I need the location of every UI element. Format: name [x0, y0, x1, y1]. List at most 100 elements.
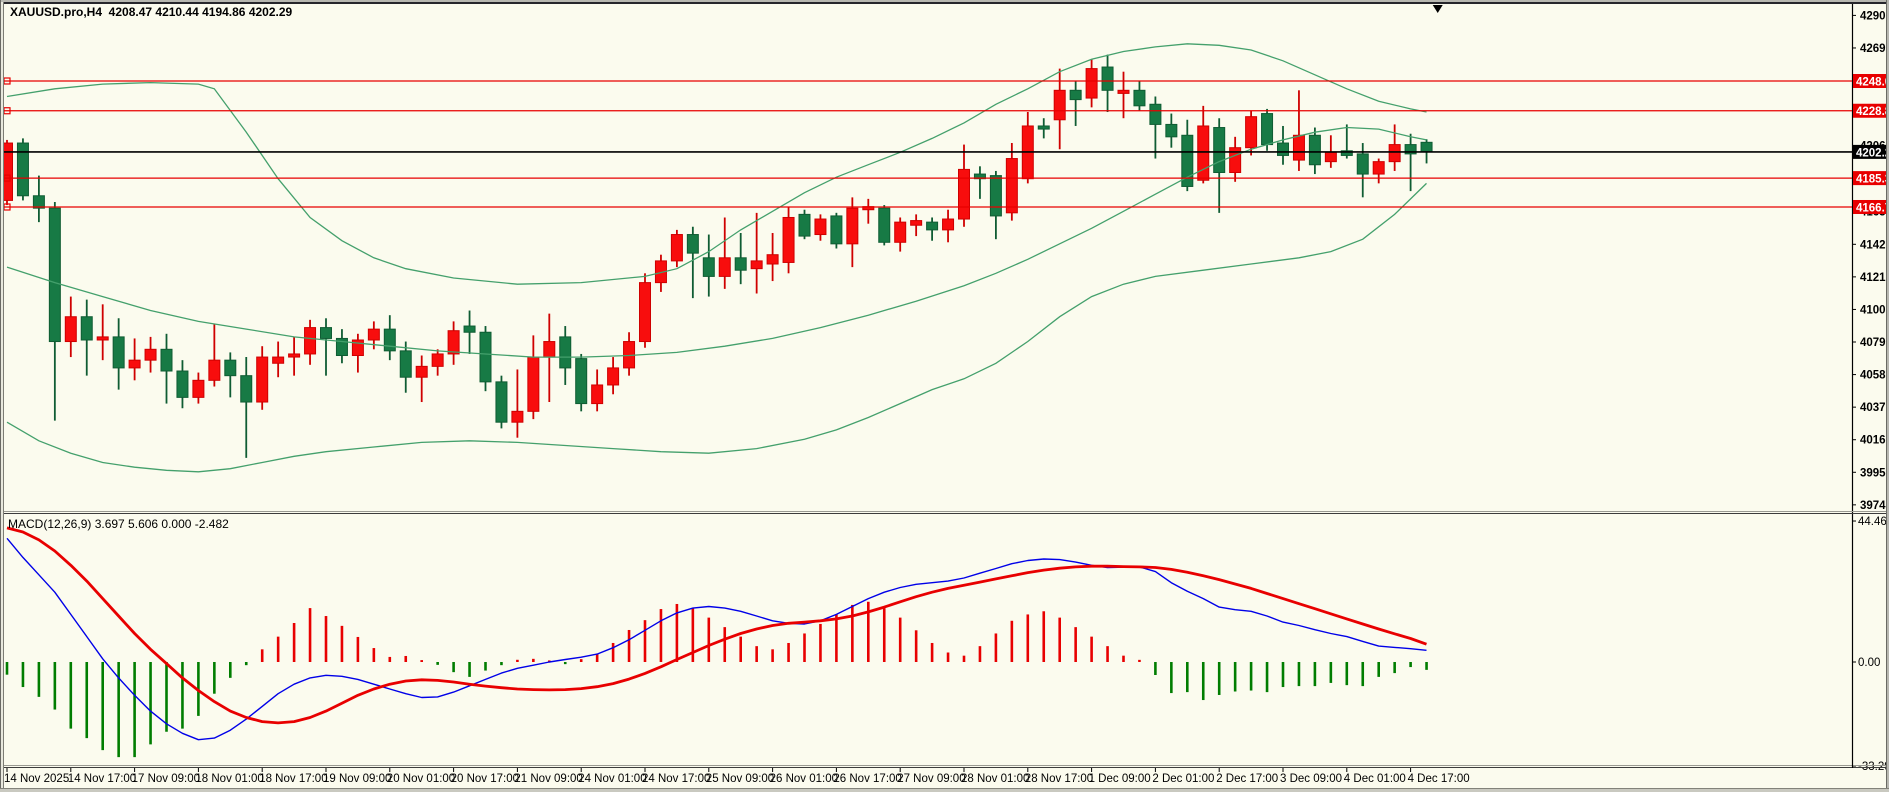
candle-body — [1069, 89, 1082, 101]
candle-body — [495, 381, 508, 423]
line-anchor-handle[interactable] — [3, 77, 11, 85]
axis-label: 28 Nov 17:00 — [1025, 773, 1093, 785]
candle-body — [830, 215, 843, 245]
chart-shift-marker-icon[interactable] — [1432, 5, 1443, 13]
axis-label: 4058.70 — [1860, 370, 1889, 382]
candle-body — [272, 356, 285, 364]
candle-body — [1213, 127, 1226, 174]
candle-body — [1133, 89, 1146, 107]
axis-label: 4248.00 — [1856, 77, 1889, 89]
candle-body — [1356, 153, 1369, 175]
candle-body — [958, 168, 970, 220]
level-line-4185.38[interactable]: 4185.38 — [3, 171, 1889, 186]
macd-signal-line-path — [6, 526, 1427, 725]
level-price-label-bg — [1853, 171, 1887, 186]
candle-body — [1261, 113, 1274, 146]
candle-body — [639, 282, 651, 343]
axis-label: 4100.70 — [1860, 304, 1889, 316]
candle-body — [32, 195, 45, 209]
bollinger-upper-band — [6, 43, 1427, 285]
axis-label: 0.00 — [1858, 657, 1880, 669]
candle-body — [814, 218, 827, 236]
candle-body — [926, 221, 939, 231]
line-anchor-handle[interactable] — [3, 203, 11, 211]
candle-body — [543, 341, 556, 358]
axis-label: 19 Nov 09:00 — [323, 773, 391, 785]
candle-body — [575, 358, 588, 405]
line-anchor-handle[interactable] — [3, 174, 11, 182]
axis-label: 3995.70 — [1860, 467, 1889, 479]
axis-label: 26 Nov 01:00 — [770, 773, 838, 785]
axis-label: 4166.76 — [1856, 202, 1889, 214]
macd-main-line — [6, 537, 1427, 741]
window-left-border — [0, 0, 1, 792]
candle-body — [1340, 150, 1353, 156]
macd-main-line-path — [6, 537, 1427, 741]
axis-label: 21 Nov 09:00 — [514, 773, 582, 785]
chart-symbol-title: XAUUSD.pro,H4 4208.47 4210.44 4194.86 42… — [10, 5, 292, 19]
candle-body — [1005, 158, 1018, 214]
candle-body — [718, 257, 731, 277]
candlestick-series — [3, 54, 1433, 458]
axis-label: 1 Dec 09:00 — [1089, 773, 1151, 785]
candle-body — [96, 336, 109, 341]
candle-body — [304, 327, 317, 355]
candle-body — [1165, 123, 1178, 138]
candle-body — [527, 356, 540, 412]
pane-divider[interactable] — [3, 511, 1886, 514]
candle-body — [782, 216, 795, 263]
candle-body — [3, 142, 13, 201]
candle-body — [559, 336, 572, 369]
candle-body — [367, 328, 380, 341]
candle-body — [1292, 134, 1305, 161]
bollinger-middle-band — [6, 126, 1427, 358]
axis-label: 4142.70 — [1860, 239, 1889, 251]
candle-body — [144, 348, 157, 361]
candle-body — [878, 207, 891, 243]
candle-body — [224, 359, 237, 377]
candle-body — [1388, 144, 1401, 163]
candle-body — [1101, 66, 1114, 91]
bollinger-lower-band — [6, 182, 1427, 473]
axis-label: 4 Dec 01:00 — [1344, 773, 1406, 785]
line-anchor-handle[interactable] — [3, 107, 11, 115]
candle-body — [415, 365, 428, 378]
level-line-4228.82[interactable]: 4228.82 — [3, 103, 1889, 119]
candle-body — [208, 359, 221, 381]
level-price-label-bg — [1853, 103, 1887, 118]
level-line-4166.76[interactable]: 4166.76 — [3, 199, 1889, 215]
axis-label: 24 Nov 01:00 — [578, 773, 646, 785]
candle-body — [240, 375, 253, 403]
axis-label: 44.466 — [1858, 516, 1889, 528]
axis-label: 4228.82 — [1856, 106, 1889, 118]
axis-label: 4079.70 — [1860, 337, 1889, 349]
candle-body — [399, 350, 412, 378]
axis-label: 14 Nov 2025 — [4, 773, 69, 785]
candle-body — [192, 379, 205, 398]
candle-body — [989, 175, 1002, 217]
level-price-label-bg — [1853, 199, 1887, 214]
candle-body — [16, 142, 29, 197]
candle-body — [1277, 142, 1289, 156]
level-price-label-bg — [1853, 74, 1887, 88]
candle-body — [1229, 147, 1242, 174]
candle-body — [607, 367, 620, 386]
candle-body — [48, 207, 61, 343]
level-line-4248.00[interactable]: 4248.00 — [3, 74, 1889, 89]
candle-body — [176, 370, 189, 398]
candle-body — [798, 213, 811, 237]
candle-body — [670, 234, 683, 262]
candle-body — [160, 348, 173, 372]
candle-body — [686, 234, 699, 254]
axis-label: 26 Nov 17:00 — [833, 773, 901, 785]
axis-label: 20 Nov 17:00 — [451, 773, 519, 785]
candle-body — [288, 353, 301, 358]
axis-label: 18 Nov 17:00 — [259, 773, 327, 785]
candle-body — [463, 325, 476, 333]
candle-body — [1053, 89, 1066, 121]
candle-body — [1181, 134, 1194, 187]
